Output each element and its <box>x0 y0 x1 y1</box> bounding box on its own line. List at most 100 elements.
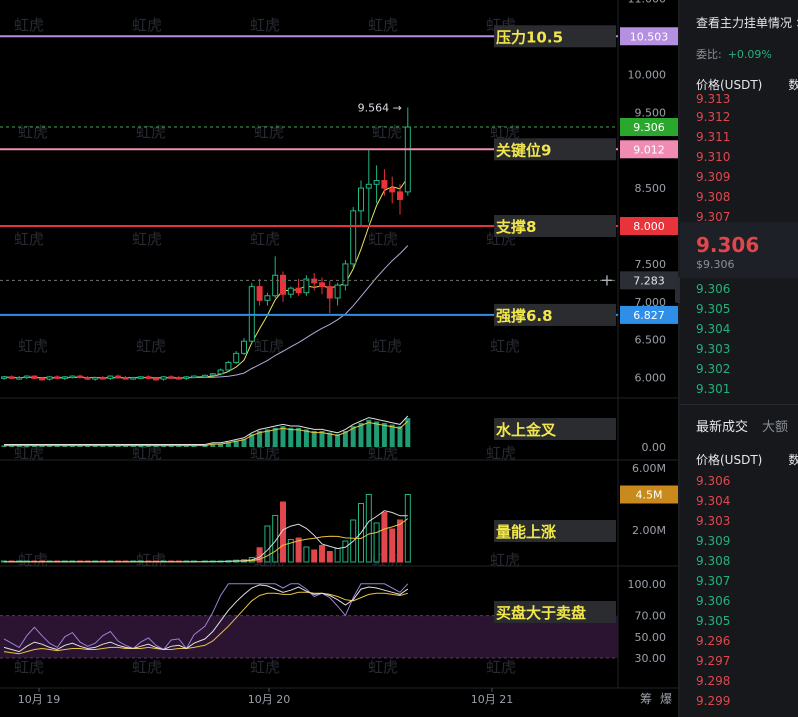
candle[interactable] <box>92 377 99 380</box>
bid-row[interactable]: 9.306 <box>696 282 731 296</box>
candle[interactable] <box>381 180 388 189</box>
ask-row[interactable]: 9.312 <box>696 110 731 124</box>
candle[interactable] <box>130 377 137 380</box>
kdj-k-line <box>3 584 409 653</box>
candle[interactable] <box>84 377 91 380</box>
watermark-text: 虹虎 <box>486 444 516 462</box>
candle[interactable] <box>389 187 396 193</box>
crosshair-price-text: 7.283 <box>633 274 665 287</box>
watermark-text: 虹虎 <box>18 123 48 141</box>
bid-row[interactable]: 9.303 <box>696 342 731 356</box>
candle[interactable] <box>175 377 182 380</box>
watermark-text: 虹虎 <box>250 658 280 676</box>
macd-bar <box>241 439 247 447</box>
watermark-text: 虹虎 <box>486 658 516 676</box>
bid-row[interactable]: 9.304 <box>696 322 731 336</box>
candle[interactable] <box>122 377 129 380</box>
tab-large-trades[interactable]: 大额 <box>762 420 789 435</box>
candle[interactable] <box>8 376 15 379</box>
ask-row[interactable]: 9.307 <box>696 210 731 224</box>
candle[interactable] <box>16 377 23 380</box>
candle[interactable] <box>280 274 286 295</box>
candle[interactable] <box>397 191 403 200</box>
macd-bar <box>366 419 372 447</box>
macd-bar <box>62 445 68 447</box>
kline-chart[interactable]: 虹虎 虹虎 虹虎 虹虎 虹虎 虹虎 虹虎 虹虎 虹虎 虹虎 虹虎 虹虎 虹虎 虹虎 虹虎 虹虎 虹虎 虹虎 虹虎 虹虎… <box>0 0 680 717</box>
candle[interactable] <box>54 376 61 379</box>
candle[interactable] <box>404 126 411 193</box>
candle[interactable] <box>137 376 144 379</box>
candle[interactable] <box>202 374 208 378</box>
candle[interactable] <box>69 375 76 379</box>
candle[interactable] <box>373 180 380 185</box>
candle[interactable] <box>326 286 333 299</box>
candle[interactable] <box>168 376 175 379</box>
candle[interactable] <box>23 375 30 379</box>
candle[interactable] <box>241 340 247 354</box>
bid-row[interactable]: 9.305 <box>696 302 731 316</box>
kdj-d-line <box>3 591 408 655</box>
candle[interactable] <box>233 352 240 363</box>
candle[interactable] <box>39 377 45 381</box>
x-tick-label: 10月 21 <box>471 693 514 706</box>
candle[interactable] <box>365 183 372 189</box>
candle[interactable] <box>209 373 216 376</box>
bid-row[interactable]: 9.302 <box>696 362 731 376</box>
candle[interactable] <box>99 377 106 380</box>
price-tick-label: 6.000 <box>635 372 667 385</box>
candle[interactable] <box>1 376 7 379</box>
candle[interactable] <box>311 278 318 284</box>
candle[interactable] <box>115 375 121 379</box>
candle[interactable] <box>319 282 325 288</box>
ask-row[interactable]: 9.309 <box>696 170 731 184</box>
candle[interactable] <box>61 376 68 379</box>
level-price-tag <box>620 305 678 324</box>
ask-row[interactable]: 9.310 <box>696 150 731 164</box>
candle[interactable] <box>46 376 53 380</box>
collapse-handle[interactable] <box>675 277 683 303</box>
candle[interactable] <box>153 377 159 381</box>
candle[interactable] <box>217 369 224 375</box>
main-orders-link[interactable]: 查看主力挂单情况 > <box>696 16 798 30</box>
candle[interactable] <box>160 376 167 380</box>
candle[interactable] <box>31 375 38 379</box>
watermark-text: 虹虎 <box>18 551 48 569</box>
level-price-tag <box>620 27 678 46</box>
trade-row: 9.306 <box>696 594 731 608</box>
volume-bar <box>381 512 388 563</box>
candle[interactable] <box>358 187 364 212</box>
candle[interactable] <box>295 287 302 294</box>
ask-row[interactable]: 9.313 <box>696 92 731 106</box>
ask-row[interactable]: 9.311 <box>696 130 731 144</box>
price-tick-label: 7.000 <box>635 296 667 309</box>
candle[interactable] <box>107 375 114 379</box>
candle[interactable] <box>256 286 263 301</box>
candle[interactable] <box>183 376 190 379</box>
macd-bar <box>161 445 167 447</box>
macd-bar <box>16 445 22 447</box>
trade-row: 9.296 <box>696 634 731 648</box>
ask-row[interactable]: 9.308 <box>696 190 731 204</box>
tab-latest-trades[interactable]: 最新成交 <box>696 420 749 435</box>
candle[interactable] <box>225 361 232 371</box>
trade-row: 9.308 <box>696 554 731 568</box>
bid-row[interactable]: 9.301 <box>696 382 731 396</box>
candle[interactable] <box>303 278 310 294</box>
candle[interactable] <box>264 295 271 301</box>
trade-row: 9.309 <box>696 534 731 548</box>
candle[interactable] <box>145 376 152 379</box>
macd-bar <box>9 445 15 447</box>
candle[interactable] <box>350 210 357 265</box>
panel-divider[interactable] <box>678 0 680 717</box>
candle[interactable] <box>77 375 83 379</box>
macd-bar <box>191 445 197 447</box>
candle[interactable] <box>191 375 197 379</box>
candle[interactable] <box>342 263 349 286</box>
kdj-axis-label: 70.00 <box>635 610 667 623</box>
candle[interactable] <box>287 287 294 295</box>
macd-bar <box>138 445 144 447</box>
candle[interactable] <box>272 274 279 297</box>
macd-bar <box>168 445 174 447</box>
candle[interactable] <box>334 284 341 299</box>
